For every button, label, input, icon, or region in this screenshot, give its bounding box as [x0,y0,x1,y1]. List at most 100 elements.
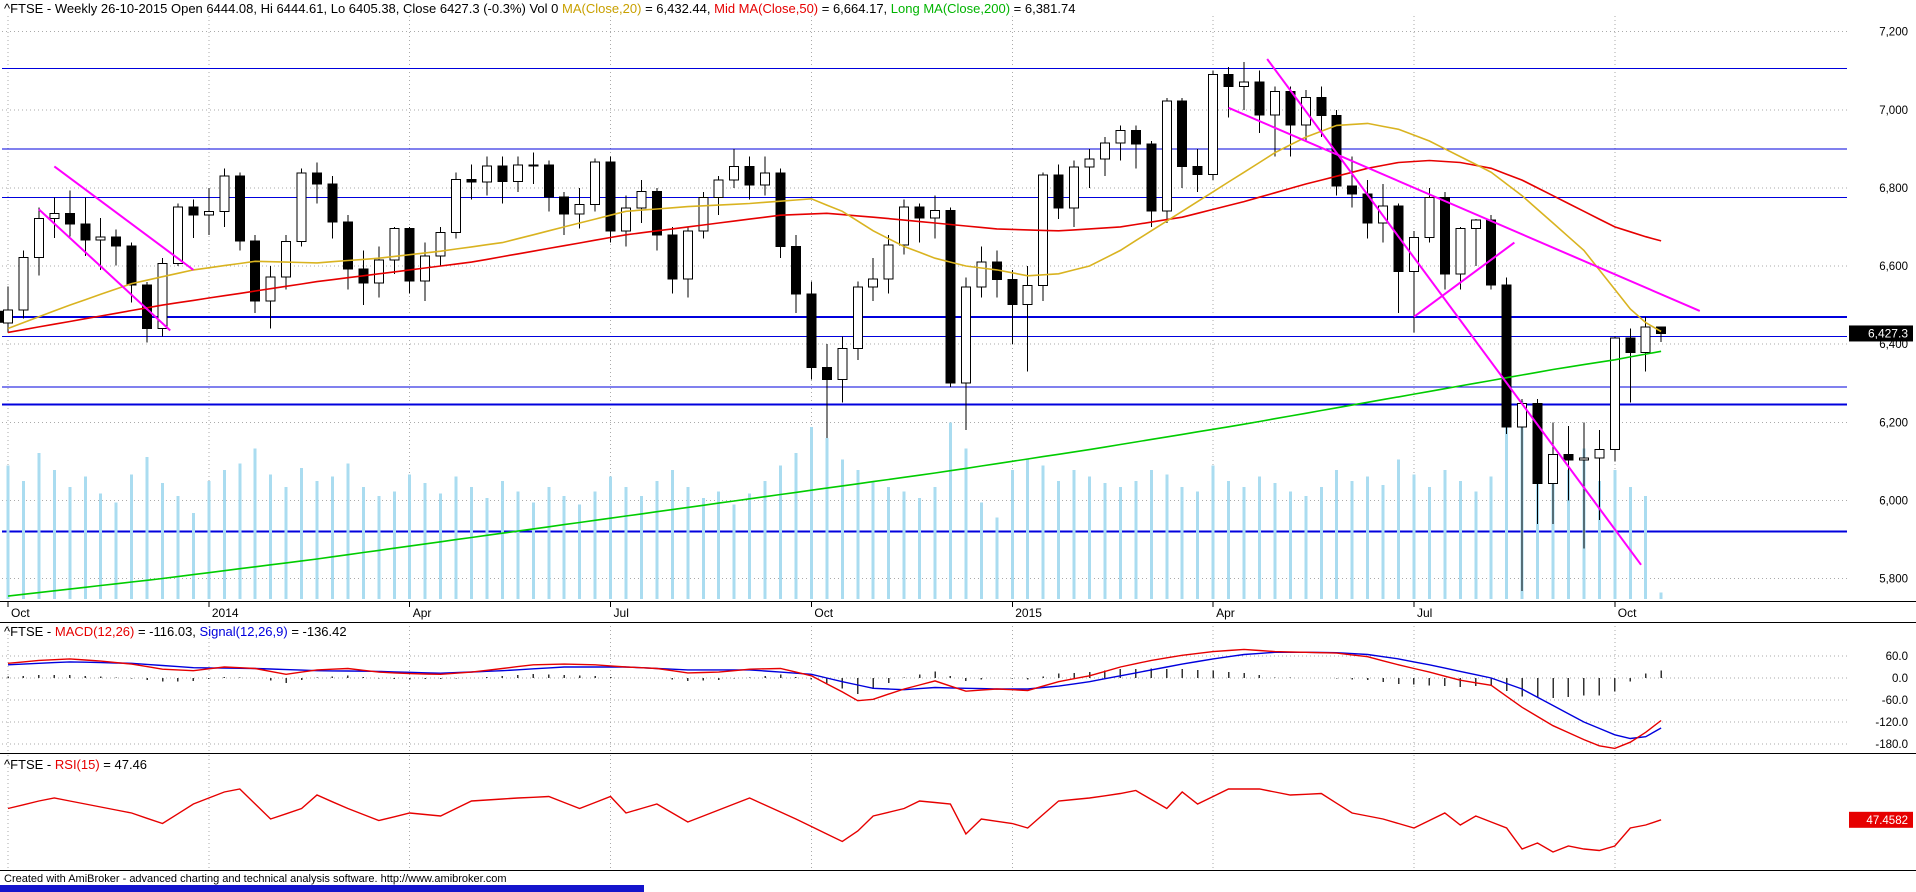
price-axis-label: 7,200 [1879,27,1908,39]
candle-down [126,245,137,286]
candle-up [899,206,910,246]
price-axis-label: 6,000 [1879,495,1908,507]
volume-bar [670,470,674,599]
candles-layer[interactable] [3,62,1667,592]
rsi-line [7,788,1662,853]
candle-down [1316,97,1327,117]
volume-bar [840,459,844,599]
macd-axis-label: -60.0 [1882,695,1908,707]
volume-bar [1149,470,1153,599]
candle-down [1053,174,1064,209]
support-resistance-lines[interactable] [0,68,1847,533]
title-segment: = -116.03, [134,624,200,639]
macd-line [7,648,1662,750]
volume-bar [1489,476,1493,599]
volume-bar [1118,487,1122,599]
candle-down [1393,205,1404,272]
volume-bar [21,480,25,599]
volume-bar [1427,487,1431,599]
candle-up [976,261,987,288]
volume-bar [1088,476,1091,599]
candle-up [389,228,400,261]
candle-down [466,178,477,183]
volume-bar [161,482,164,599]
volume-bar [593,491,597,599]
volume-bar [1474,491,1478,599]
volume-bar [717,491,721,599]
volume-bar [701,497,705,599]
volume-bar [1566,470,1570,599]
signal-line [7,651,1662,740]
price-pane-title: ^FTSE - Weekly 26-10-2015 Open 6444.08, … [4,1,1075,16]
volume-bar [1196,491,1200,599]
candle-up [883,244,894,280]
x-axis-label: Jul [1417,606,1432,620]
price-axis-label: 6,800 [1879,183,1908,195]
volume-bar [439,493,443,599]
volume-bar [1659,592,1663,599]
volume-bar [130,474,134,599]
volume-bar [856,470,860,599]
candle-up [960,286,971,384]
volume-bar [1103,482,1107,599]
volume-bar [1397,459,1400,599]
volume-bar [1010,470,1014,599]
candle-up [713,179,724,199]
volume-bar [609,476,613,599]
volume-bar [624,487,628,599]
rsi-layer [7,788,1662,853]
volume-bar [1072,470,1076,599]
candle-up [451,178,462,233]
volume-bar [253,448,257,599]
candle-up [868,278,879,288]
volume-bar [238,463,242,599]
ma20-line [7,122,1662,333]
candle-up [1115,129,1126,144]
volume-bar [1304,495,1308,599]
volume-bar [918,497,922,599]
candle-down [914,206,925,219]
candle-down [1563,454,1574,461]
volume-bar [1644,495,1648,599]
x-axis-label: 2015 [1015,606,1042,620]
volume-bar [1288,491,1292,599]
volume-bar [1026,459,1030,599]
trendlines[interactable] [38,58,1701,566]
volume-bar [52,470,56,599]
volume-bar [1242,487,1246,599]
volume-bar [207,480,211,599]
title-segment: ^FTSE - [4,624,55,639]
candle-down [1439,197,1450,275]
volume-bar [284,487,288,599]
price-axis-label: 5,800 [1879,574,1908,586]
candle-up [1470,219,1481,230]
candle-down [1192,165,1203,176]
candle-down [234,175,245,242]
title-segment: Signal(12,26,9) [199,624,288,639]
candle-up [621,207,631,232]
x-axis-label: Oct [814,606,833,620]
title-segment: = -136.42 [287,624,347,639]
magenta-trendline [53,165,194,271]
volume-bar [1350,480,1354,599]
candle-down [312,172,322,185]
price-axis-label: 6,200 [1879,417,1908,429]
candle-up [33,218,44,258]
price-axis-label: 6,600 [1879,261,1908,273]
candle-down [1146,143,1157,212]
volume-bar [222,470,226,599]
candle-up [49,212,60,220]
bottom-blue-bar [0,885,644,892]
title-segment: = 6,432.44, [641,1,715,16]
volume-bar [1381,485,1385,599]
candle-down [250,240,261,302]
candle-up [435,231,446,257]
volume-bar [1227,480,1231,599]
volume-bar [1165,474,1169,599]
candle-down [605,161,616,232]
volume-bar [1366,476,1370,599]
candle-up [1548,454,1558,485]
candle-up [1594,449,1605,459]
candle-up [1408,236,1419,272]
